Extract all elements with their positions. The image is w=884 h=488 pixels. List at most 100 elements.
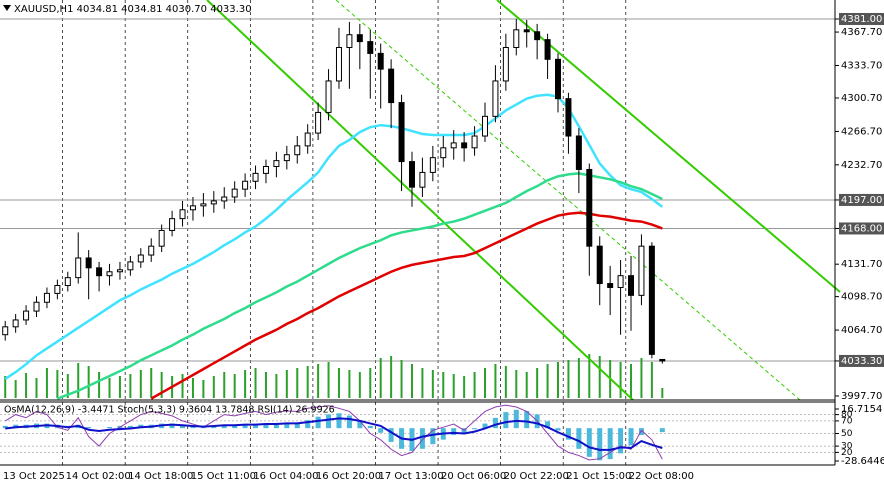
- candle-body: [335, 47, 342, 82]
- volume-bar: [264, 372, 267, 398]
- x-tick-label: 13 Oct 2025: [3, 471, 65, 482]
- candle-body: [96, 267, 103, 277]
- candle-body: [210, 200, 217, 205]
- candle-body: [388, 68, 395, 104]
- volume-bar: [77, 363, 80, 398]
- candle-body: [440, 147, 447, 159]
- level-label-bg: [839, 193, 884, 206]
- volume-bar: [4, 376, 7, 398]
- osma-bar: [659, 428, 665, 433]
- y2-tick-label: 20: [841, 448, 853, 458]
- volume-bar: [452, 374, 455, 398]
- osma-bar: [86, 427, 92, 429]
- candle-body: [419, 171, 426, 188]
- candle-body: [169, 218, 176, 231]
- indicator-line: [5, 417, 663, 451]
- y-tick-label: 4232.70: [841, 160, 882, 171]
- osma-bar: [367, 425, 373, 429]
- candle-body: [54, 285, 61, 294]
- osma-bar: [2, 425, 8, 429]
- volume-bar: [630, 364, 633, 398]
- candle-body: [262, 166, 269, 174]
- y-tick-label: 4168.00: [841, 223, 882, 234]
- volume-bar: [129, 374, 132, 398]
- candle-body: [555, 58, 562, 100]
- volume-bar: [87, 366, 90, 398]
- candle-body: [33, 301, 40, 312]
- candle-body: [148, 245, 155, 256]
- candle-body: [64, 277, 71, 287]
- volume-bar: [275, 374, 278, 398]
- osma-bar: [472, 428, 478, 430]
- volume-bar: [588, 354, 591, 398]
- volume-bar: [567, 360, 570, 398]
- x-tick-label: 22 Oct 08:00: [629, 471, 694, 482]
- y-tick-label: 4381.00: [841, 14, 882, 25]
- osma-bar: [565, 428, 571, 440]
- x-tick-label: 14 Oct 02:00: [66, 471, 131, 482]
- volume-bar: [317, 364, 320, 398]
- osma-bar: [492, 417, 498, 429]
- volume-bar: [494, 364, 497, 398]
- osma-bar: [482, 423, 488, 429]
- level-label-bg: [839, 222, 884, 235]
- osma-bar: [211, 425, 217, 429]
- volume-bar: [244, 370, 247, 398]
- osma-bar: [242, 424, 248, 429]
- candle-body: [315, 111, 322, 134]
- volume-bar: [504, 366, 507, 398]
- osma-bar: [607, 428, 613, 460]
- y2-tick-label: 30: [841, 442, 853, 452]
- volume-bar: [379, 358, 382, 398]
- candle-body: [189, 205, 196, 211]
- candle-body: [638, 245, 645, 296]
- osma-bar: [430, 428, 436, 445]
- osma-bar: [388, 428, 394, 442]
- candle-body: [617, 275, 624, 288]
- volume-bar: [223, 372, 226, 398]
- candle-body: [158, 229, 165, 247]
- osma-bar: [169, 423, 175, 429]
- y-tick-label: 4131.70: [841, 259, 882, 270]
- candle-body: [471, 135, 478, 149]
- candle-body: [283, 154, 290, 162]
- candle-body: [23, 310, 30, 321]
- candle-body: [534, 31, 541, 41]
- osma-bar: [576, 428, 582, 449]
- candle-body: [137, 254, 144, 263]
- volume-bar: [14, 380, 17, 398]
- symbol-icon: [3, 5, 11, 11]
- candle-body: [273, 160, 280, 168]
- candle-body: [127, 261, 134, 271]
- candle-body: [607, 283, 614, 288]
- osma-bar: [638, 428, 644, 436]
- osma-bar: [336, 413, 342, 429]
- osma-bar: [294, 422, 300, 429]
- volume-bar: [390, 356, 393, 398]
- candle-body: [242, 180, 249, 190]
- candle-body: [565, 98, 572, 137]
- osma-bar: [524, 410, 530, 429]
- volume-bar: [463, 376, 466, 398]
- osma-bar: [326, 414, 332, 429]
- y-tick-label: 4367.70: [841, 27, 882, 38]
- x-tick-label: 21 Oct 15:00: [566, 471, 631, 482]
- volume-bar: [410, 364, 413, 398]
- volume-bar: [369, 368, 372, 398]
- x-tick-label: 14 Oct 18:00: [128, 471, 193, 482]
- osma-bar: [284, 423, 290, 429]
- x-tick-label: 16 Oct 20:00: [316, 471, 381, 482]
- y-tick-label: 4333.70: [841, 61, 882, 72]
- volume-bar: [296, 368, 299, 398]
- indicator-title: OsMA(12,26,9) -3.4471 Stoch(5,3,3) 9.360…: [4, 405, 335, 416]
- candle-body: [575, 135, 582, 170]
- volume-bar: [25, 373, 28, 398]
- level-label-bg: [839, 354, 884, 367]
- osma-bar: [221, 424, 227, 429]
- candle-body: [346, 34, 353, 49]
- osma-bar: [273, 424, 279, 429]
- osma-bar: [180, 424, 186, 429]
- moving-average: [150, 211, 663, 400]
